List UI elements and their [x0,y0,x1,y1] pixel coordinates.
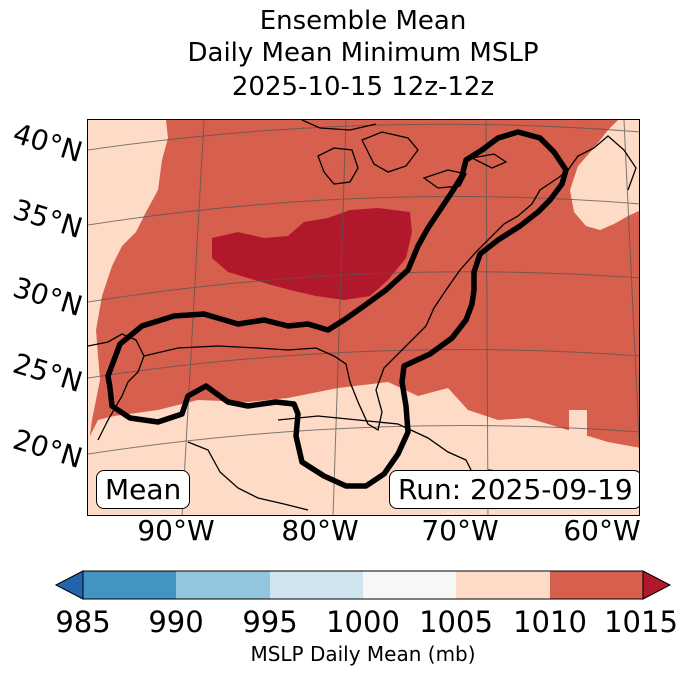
lat-label-20n: 20°N [9,422,87,475]
coast-lake-erie [422,169,467,189]
map-title-line-3: 2025-10-15 12z-12z [231,72,495,102]
colorbar-extend-low [54,570,84,600]
mean-label-box: Mean [96,470,191,509]
colorbar-bin-1010-1015 [550,571,643,599]
colorbar-tick-1005: 1005 [419,605,493,639]
map-svg [88,120,639,515]
lon-label-70w: 70°W [421,514,499,547]
graticule [88,120,639,515]
lon-label-80w: 80°W [281,514,359,547]
lat-label-35n: 35°N [9,192,87,245]
lat-label-25n: 25°N [9,346,87,399]
colorbar-label: MSLP Daily Mean (mb) [250,642,476,666]
coast-lake-superior [301,120,377,131]
contour-1010 [105,129,569,489]
pressure-field-1015-core [212,208,412,300]
colorbar-frame [82,570,644,600]
colorbar-bin-995-1000 [270,571,363,599]
lon-label-90w: 90°W [137,514,215,547]
run-date-box: Run: 2025-09-19 [389,470,639,509]
lat-label-40n: 40°N [9,116,87,169]
map-title-line-1: Ensemble Mean [259,6,467,36]
coast-northeast [503,135,637,225]
coast-lake-ontario [469,153,508,169]
coast-lake-michigan [317,147,359,185]
map-title-line-2: Daily Mean Minimum MSLP [187,38,539,68]
pressure-field-1005-patch [569,410,587,438]
colorbar-bin-985-990 [83,571,176,599]
colorbar-bin-1005-1010 [456,571,550,599]
lon-label-60w: 60°W [563,514,641,547]
colorbar-tick-995: 995 [242,605,298,639]
colorbar-bin-1000-1005 [363,571,456,599]
colorbar-tick-1015: 1015 [604,605,678,639]
colorbar [54,570,672,600]
colorbar-tick-1010: 1010 [513,605,587,639]
lat-label-30n: 30°N [9,270,87,323]
colorbar-bin-990-995 [176,571,270,599]
map-panel: Mean Run: 2025-09-19 [87,119,640,516]
colorbar-tick-1000: 1000 [326,605,400,639]
colorbar-extend-high [642,570,672,600]
coast-yucatan [187,441,309,511]
coast-lake-huron [361,131,419,173]
coast-us-southeast [143,223,505,432]
coast-cuba [277,415,475,477]
colorbar-tick-990: 990 [148,605,204,639]
colorbar-tick-985: 985 [55,605,111,639]
pressure-field-1005-west [88,120,168,450]
